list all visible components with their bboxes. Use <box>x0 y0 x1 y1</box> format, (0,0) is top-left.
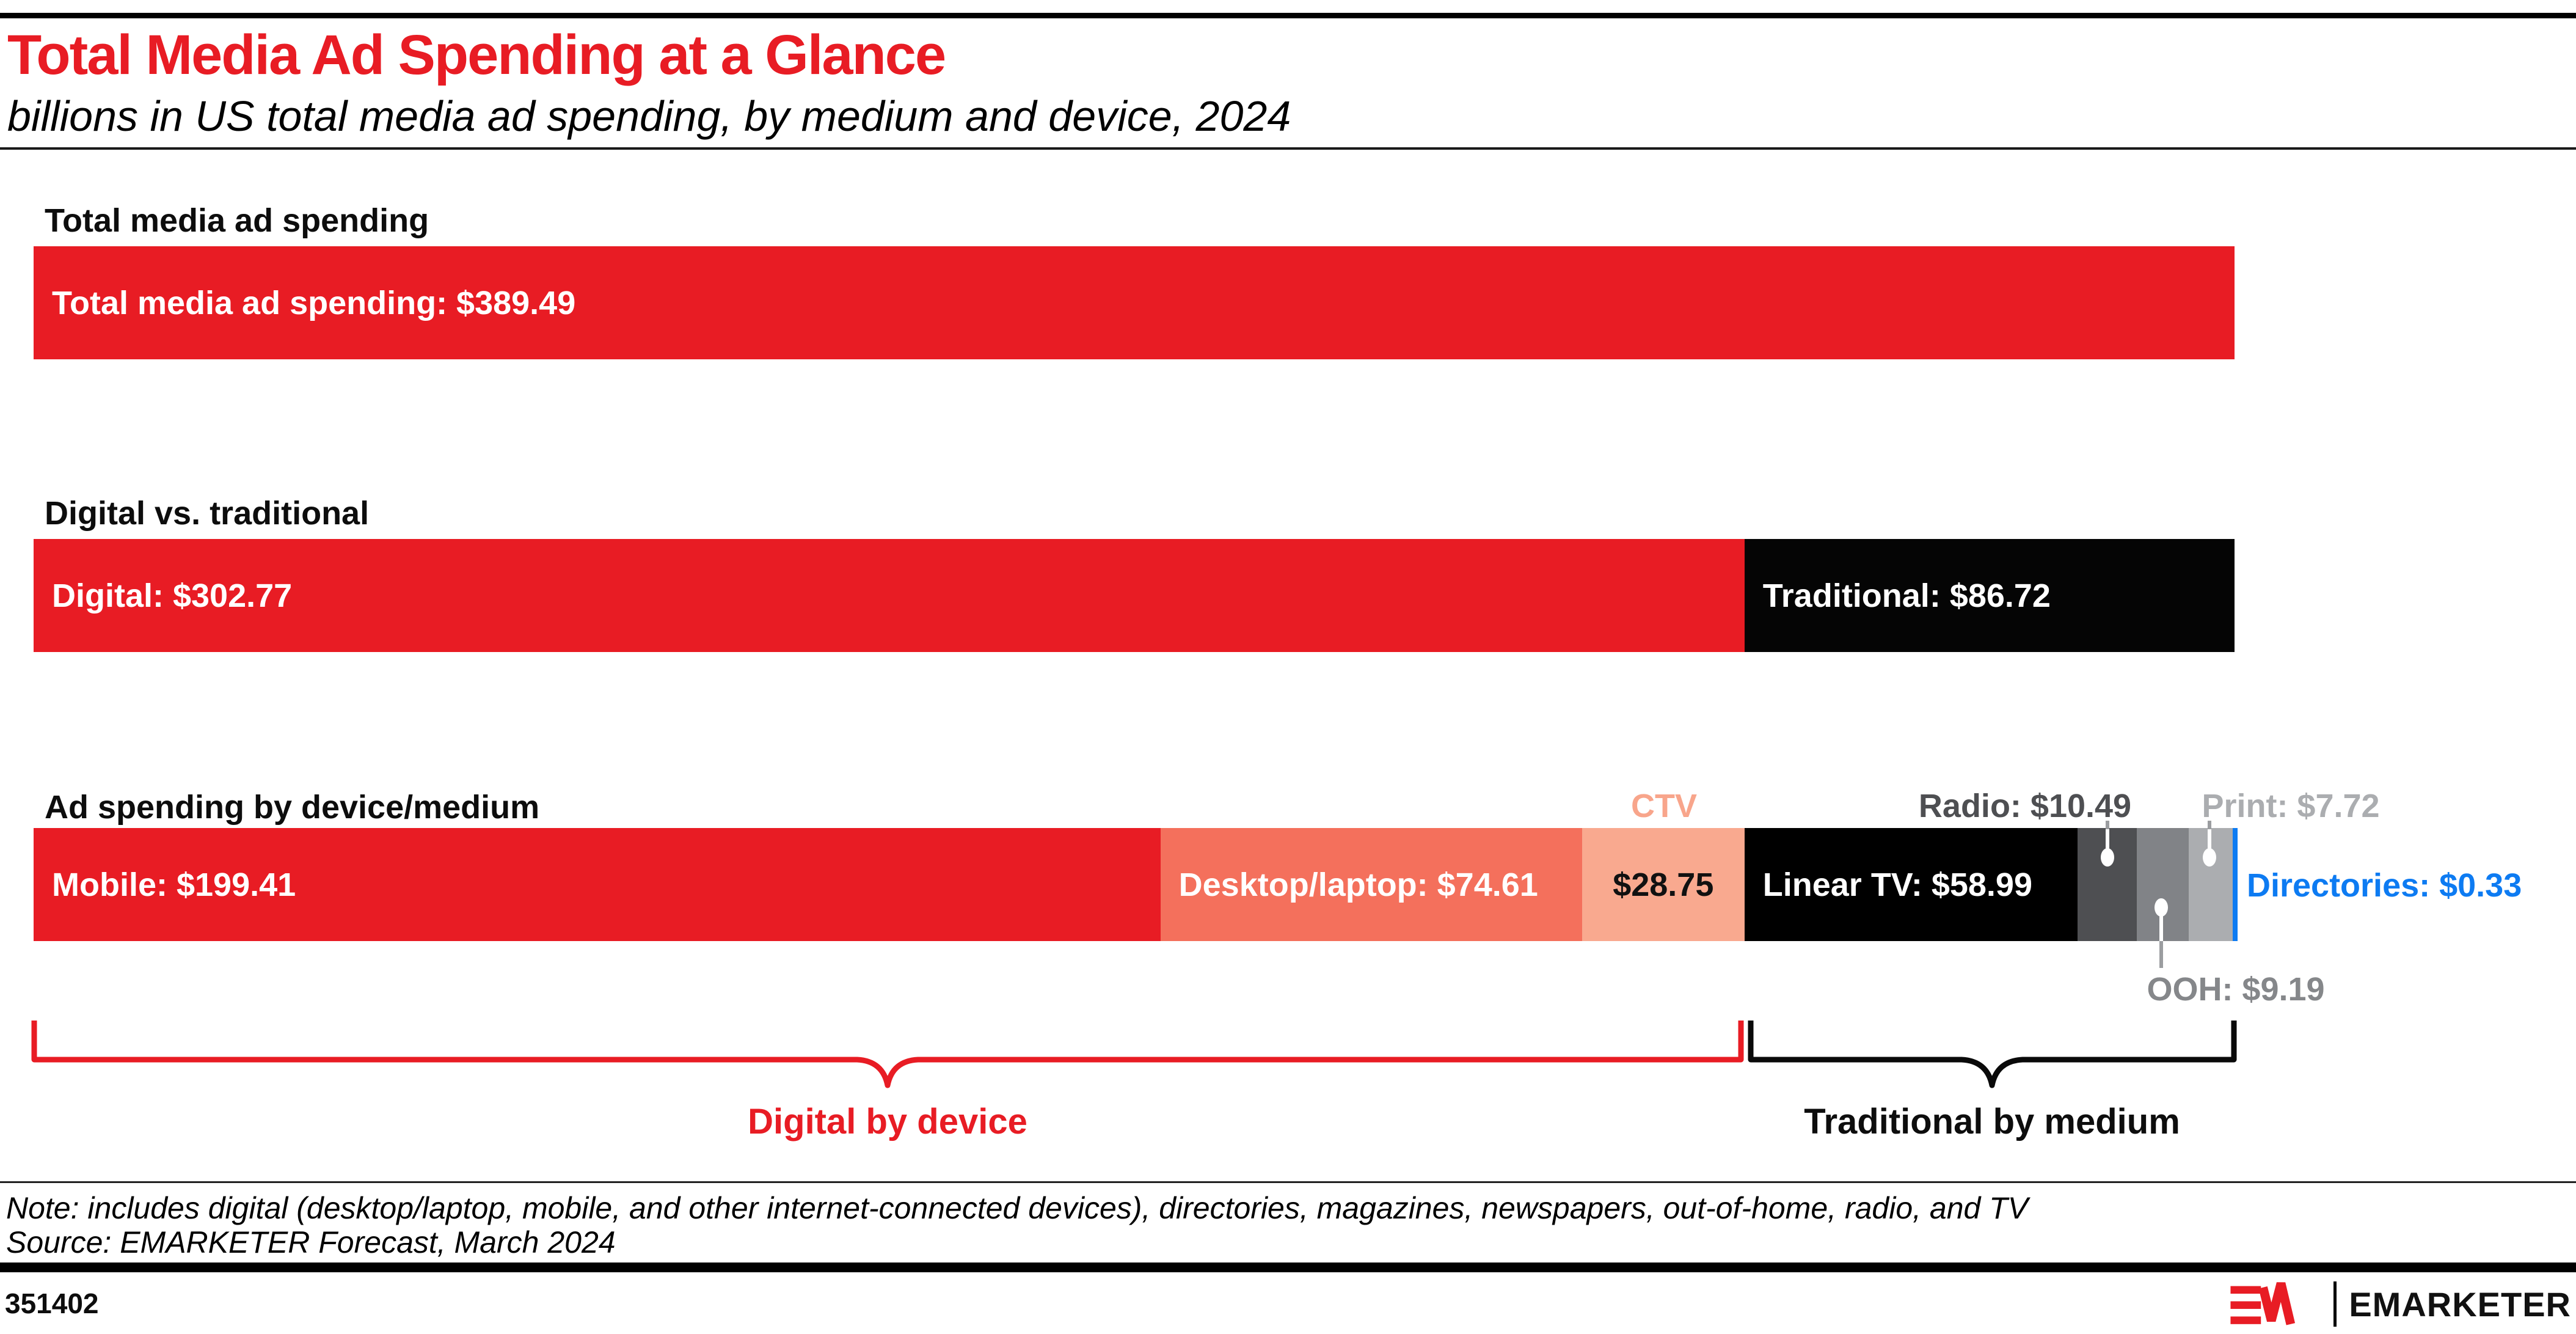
chart-title: Total Media Ad Spending at a Glance <box>7 24 946 86</box>
ooh-stem-inner <box>2159 904 2163 941</box>
bar-segment-linear-tv: Linear TV: $58.99 <box>1744 828 2078 941</box>
bar-segment-label: Traditional: $86.72 <box>1762 577 2051 614</box>
bar-digital-vs-traditional: Digital: $302.77 Traditional: $86.72 <box>34 539 2235 652</box>
bar-segment-traditional: Traditional: $86.72 <box>1744 539 2235 652</box>
bar-segment-label: Total media ad spending: $389.49 <box>52 284 576 321</box>
bar-segment-label: Mobile: $199.41 <box>52 866 296 903</box>
note-text: Note: includes digital (desktop/laptop, … <box>6 1191 2029 1225</box>
radio-callout-label: Radio: $10.49 <box>1918 788 2132 824</box>
chart-id: 351402 <box>5 1288 99 1319</box>
section-header-digital-vs-traditional: Digital vs. traditional <box>45 495 370 532</box>
subtitle-rule <box>0 147 2576 150</box>
source-text: Source: EMARKETER Forecast, March 2024 <box>6 1225 616 1259</box>
print-stem-inner <box>2208 829 2211 857</box>
traditional-brace <box>1748 1021 2237 1088</box>
emarketer-logo-text: EMARKETER <box>2349 1285 2571 1324</box>
bar-segment-label: $28.75 <box>1613 866 1714 903</box>
print-stem <box>2208 821 2211 829</box>
radio-dot <box>2101 848 2114 867</box>
radio-stem <box>2106 821 2109 829</box>
emarketer-logo-mark <box>2230 1282 2296 1325</box>
bar-segment-digital: Digital: $302.77 <box>34 539 1745 652</box>
bar-segment-ctv: $28.75 <box>1582 828 1745 941</box>
ctv-callout-label: CTV <box>1631 788 1697 824</box>
bar-segment-desktop-laptop: Desktop/laptop: $74.61 <box>1160 828 1582 941</box>
bar-total-media: Total media ad spending: $389.49 <box>34 246 2235 359</box>
digital-brace <box>31 1021 1744 1088</box>
ooh-callout-label: OOH: $9.19 <box>2147 971 2325 1008</box>
footer-rule <box>0 1263 2576 1272</box>
logo-divider-line <box>2333 1281 2337 1327</box>
bar-segment-total-media-ad-spending: Total media ad spending: $389.49 <box>34 246 2235 359</box>
bar-device-medium: Mobile: $199.41 Desktop/laptop: $74.61 $28… <box>34 828 2238 941</box>
ooh-stem <box>2159 941 2163 968</box>
print-callout-label: Print: $7.72 <box>2202 788 2380 824</box>
bar-segment-label: Digital: $302.77 <box>52 577 293 614</box>
ooh-dot <box>2155 898 2168 917</box>
bar-segment-label: Linear TV: $58.99 <box>1762 866 2032 903</box>
chart-subtitle: billions in US total media ad spending, … <box>7 92 1291 140</box>
emarketer-logo: EMARKETER <box>2230 1277 2571 1331</box>
traditional-brace-label: Traditional by medium <box>1804 1102 2180 1142</box>
radio-stem-inner <box>2106 829 2109 857</box>
directories-callout-label: Directories: $0.33 <box>2247 867 2522 904</box>
print-dot <box>2203 848 2216 867</box>
digital-brace-label: Digital by device <box>748 1102 1027 1142</box>
top-rule <box>0 13 2576 18</box>
bar-segment-directories <box>2232 828 2238 941</box>
bar-segment-mobile: Mobile: $199.41 <box>34 828 1161 941</box>
note-rule <box>0 1181 2576 1183</box>
section-header-device-medium: Ad spending by device/medium <box>45 789 540 826</box>
section-header-total: Total media ad spending <box>45 202 429 239</box>
bar-segment-label: Desktop/laptop: $74.61 <box>1178 866 1538 903</box>
